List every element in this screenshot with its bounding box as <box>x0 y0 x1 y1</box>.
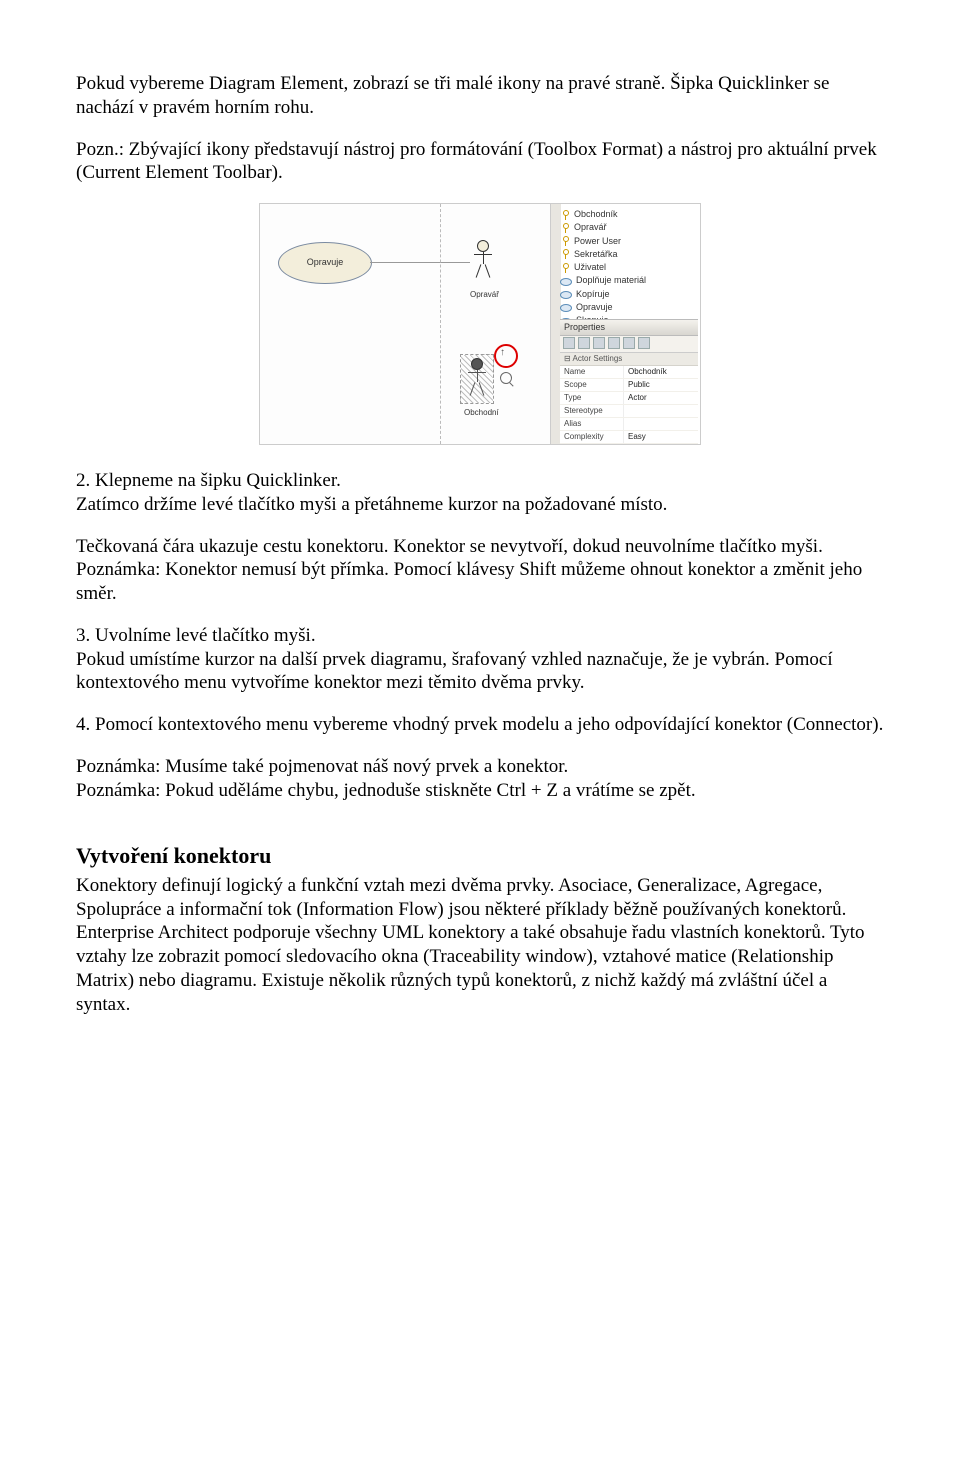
actor-icon <box>560 249 570 259</box>
property-row: Stereotype <box>560 405 698 418</box>
paragraph: 2. Klepneme na šipku Quicklinker. Zatímc… <box>76 469 884 517</box>
tree-label: Doplňuje materiál <box>576 275 646 286</box>
tree-label: Opravář <box>574 222 607 233</box>
toolbar-icon[interactable] <box>638 337 650 349</box>
property-row: Alias <box>560 418 698 431</box>
property-key: Scope <box>560 379 624 391</box>
property-value[interactable]: Public <box>624 379 698 391</box>
property-key: Type <box>560 392 624 404</box>
property-value[interactable] <box>624 405 698 417</box>
paragraph: Tečkovaná čára ukazuje cestu konektoru. … <box>76 535 884 606</box>
paragraph: Konektory definují logický a funkční vzt… <box>76 874 884 1017</box>
toolbar-icon[interactable] <box>623 337 635 349</box>
usecase-icon <box>560 291 572 299</box>
properties-toolbar <box>560 336 698 353</box>
property-value[interactable]: Obchodník <box>624 366 698 378</box>
connector-line <box>370 262 470 263</box>
property-key: Alias <box>560 418 624 430</box>
toolbar-icon[interactable] <box>608 337 620 349</box>
property-key: Complexity <box>560 431 624 443</box>
usecase-node: Opravuje <box>278 242 372 284</box>
usecase-icon <box>560 304 572 312</box>
property-row: ScopePublic <box>560 379 698 392</box>
property-key: Name <box>560 366 624 378</box>
actor-label: Opravář <box>470 290 496 300</box>
properties-panel: Properties ⊟ Actor Settings NameObchodní… <box>560 319 698 444</box>
properties-section-header: ⊟ Actor Settings <box>560 353 698 366</box>
note-text: Poznámka: Musíme také pojmenovat náš nov… <box>76 756 568 777</box>
tree-label: Uživatel <box>574 262 606 273</box>
tree-label: Sekretářka <box>574 249 618 260</box>
property-row: TypeActor <box>560 392 698 405</box>
tree-item[interactable]: Doplňuje materiál <box>560 274 696 287</box>
actor-node-selected: Obchodní <box>460 354 494 404</box>
property-value[interactable]: Actor <box>624 392 698 404</box>
tree-item[interactable]: Opravuje <box>560 301 696 314</box>
actor-label: Obchodní <box>464 408 490 418</box>
actor-icon <box>560 263 570 273</box>
note-text: Poznámka: Pokud uděláme chybu, jednoduše… <box>76 780 696 801</box>
tree-label: Kopíruje <box>576 289 610 300</box>
step-text: 2. Klepneme na šipku Quicklinker. <box>76 470 341 491</box>
property-key: Stereotype <box>560 405 624 417</box>
quicklinker-arrow-icon: ↑ <box>500 347 505 360</box>
tree-item[interactable]: Sekretářka <box>560 248 696 261</box>
tree-item[interactable]: Kopíruje <box>560 288 696 301</box>
tree-item[interactable]: Power User <box>560 235 696 248</box>
properties-title: Properties <box>560 320 698 336</box>
paragraph: 3. Uvolníme levé tlačítko myši. Pokud um… <box>76 624 884 695</box>
step-text: Pokud umístíme kurzor na další prvek dia… <box>76 649 833 694</box>
actor-icon <box>560 223 570 233</box>
step-text: Zatímco držíme levé tlačítko myši a přet… <box>76 494 667 515</box>
step-text: 3. Uvolníme levé tlačítko myši. <box>76 625 316 646</box>
section-heading: Vytvoření konektoru <box>76 842 884 870</box>
usecase-label: Opravuje <box>307 257 344 268</box>
tree-label: Power User <box>574 236 621 247</box>
tree-item[interactable]: Uživatel <box>560 261 696 274</box>
property-value[interactable]: Easy <box>624 431 698 443</box>
actor-node: Opravář <box>470 240 496 282</box>
actor-icon <box>560 236 570 246</box>
toolbar-icon[interactable] <box>578 337 590 349</box>
tree-label: Obchodník <box>574 209 618 220</box>
property-row: ComplexityEasy <box>560 431 698 444</box>
toolbar-icon[interactable] <box>563 337 575 349</box>
tree-item[interactable]: Opravář <box>560 221 696 234</box>
section-label: Actor Settings <box>572 354 622 363</box>
step-text: Poznámka: Konektor nemusí být přímka. Po… <box>76 559 862 604</box>
step-text: Tečkovaná čára ukazuje cestu konektoru. … <box>76 536 823 557</box>
paragraph: Pokud vybereme Diagram Element, zobrazí … <box>76 72 884 120</box>
quicklinker-highlight <box>494 344 518 368</box>
canvas-guide <box>440 204 441 444</box>
diagram-canvas: Opravuje Opravář Obchodní ↑ <box>260 204 550 444</box>
tree-label: Opravuje <box>576 302 613 313</box>
tree-item[interactable]: Obchodník <box>560 208 696 221</box>
paragraph: Poznámka: Musíme také pojmenovat náš nov… <box>76 755 884 803</box>
magnifier-icon <box>500 372 512 384</box>
property-row: NameObchodník <box>560 366 698 379</box>
embedded-screenshot: Opravuje Opravář Obchodní ↑ Obchodník Op… <box>259 203 701 445</box>
paragraph: Pozn.: Zbývající ikony představují nástr… <box>76 138 884 186</box>
paragraph: 4. Pomocí kontextového menu vybereme vho… <box>76 713 884 737</box>
toolbar-icon[interactable] <box>593 337 605 349</box>
property-value[interactable] <box>624 418 698 430</box>
actor-icon <box>560 210 570 220</box>
usecase-icon <box>560 278 572 286</box>
